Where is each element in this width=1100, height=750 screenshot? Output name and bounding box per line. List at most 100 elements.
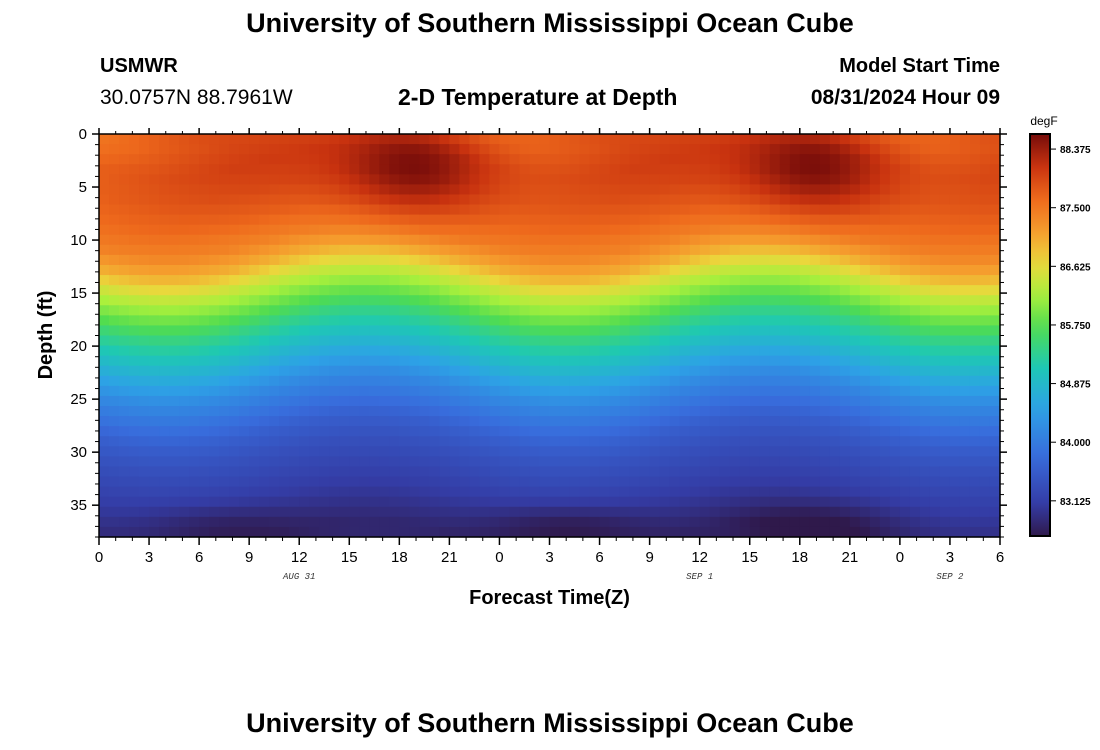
heatmap-cell <box>949 194 961 206</box>
heatmap-cell <box>549 375 561 387</box>
heatmap-cell <box>219 325 230 337</box>
heatmap-cell <box>899 174 911 185</box>
heatmap-cell <box>699 295 711 306</box>
heatmap-cell <box>249 486 260 498</box>
heatmap-cell <box>629 144 641 155</box>
heatmap-cell <box>709 416 721 427</box>
heatmap-cell <box>489 184 501 196</box>
heatmap-cell <box>979 224 991 236</box>
heatmap-cell <box>539 254 551 266</box>
heatmap-cell <box>129 275 140 286</box>
heatmap-cell <box>169 174 180 185</box>
heatmap-cell <box>259 486 270 498</box>
heatmap-cell <box>599 355 611 367</box>
heatmap-cell <box>609 426 621 437</box>
heatmap-cell <box>149 134 160 145</box>
heatmap-cell <box>269 426 280 437</box>
heatmap-cell <box>169 395 180 407</box>
heatmap-cell <box>589 355 601 367</box>
heatmap-cell <box>589 436 601 447</box>
heatmap-cell <box>639 355 651 367</box>
heatmap-cell <box>409 164 420 175</box>
heatmap-cell <box>959 365 971 377</box>
heatmap-cell <box>209 506 220 518</box>
heatmap-cell <box>409 406 420 417</box>
heatmap-cell <box>199 406 210 417</box>
heatmap-cell <box>749 375 761 387</box>
heatmap-cell <box>349 214 360 226</box>
heatmap-cell <box>939 194 951 206</box>
heatmap-cell <box>669 355 681 367</box>
heatmap-cell <box>319 345 330 357</box>
heatmap-cell <box>939 234 951 246</box>
heatmap-cell <box>499 456 511 468</box>
heatmap-cell <box>809 144 821 155</box>
heatmap-cell <box>979 174 991 185</box>
heatmap-cell <box>179 345 190 357</box>
heatmap-cell <box>609 526 621 538</box>
heatmap-cell <box>369 134 380 145</box>
heatmap-cell <box>979 486 991 498</box>
heatmap-cell <box>689 315 701 327</box>
heatmap-cell <box>549 426 561 437</box>
heatmap-cell <box>699 395 711 407</box>
heatmap-cell <box>119 204 130 216</box>
heatmap-cell <box>629 335 641 347</box>
heatmap-cell <box>479 174 491 185</box>
heatmap-cell <box>899 144 911 155</box>
heatmap-cell <box>189 446 200 457</box>
heatmap-cell <box>729 516 741 528</box>
heatmap-cell <box>819 254 831 266</box>
heatmap-cell <box>349 335 360 347</box>
heatmap-cell <box>679 174 691 185</box>
heatmap-cell <box>309 375 320 387</box>
heatmap-cell <box>939 476 951 488</box>
heatmap-cell <box>189 134 200 145</box>
heatmap-cell <box>179 365 190 377</box>
heatmap-cell <box>979 345 991 357</box>
heatmap-cell <box>539 174 551 185</box>
heatmap-cell <box>749 174 761 185</box>
heatmap-cell <box>829 345 841 357</box>
x-tick-label: 3 <box>145 549 153 566</box>
heatmap-cell <box>889 164 901 175</box>
heatmap-cell <box>199 375 210 387</box>
heatmap-cell <box>739 325 751 337</box>
heatmap-cell <box>119 385 130 397</box>
heatmap-cell <box>119 375 130 387</box>
heatmap-cell <box>509 345 521 357</box>
heatmap-cell <box>699 315 711 327</box>
heatmap-cell <box>939 426 951 437</box>
heatmap-cell <box>369 204 380 216</box>
heatmap-cell <box>959 285 971 296</box>
heatmap-cell <box>709 194 721 206</box>
heatmap-cell <box>819 335 831 347</box>
heatmap-cell <box>109 305 120 316</box>
heatmap-cell <box>99 345 110 357</box>
heatmap-cell <box>699 335 711 347</box>
heatmap-cell <box>199 365 210 377</box>
heatmap-cell <box>199 426 210 437</box>
heatmap-cell <box>289 315 300 327</box>
heatmap-cell <box>499 244 511 256</box>
heatmap-cell <box>539 154 551 165</box>
heatmap-cell <box>859 154 871 165</box>
heatmap-cell <box>739 446 751 457</box>
heatmap-cell <box>789 315 801 327</box>
heatmap-cell <box>869 395 881 407</box>
heatmap-cell <box>419 416 430 427</box>
heatmap-cell <box>759 315 771 327</box>
heatmap-cell <box>469 385 481 397</box>
heatmap-cell <box>619 184 631 196</box>
heatmap-cell <box>689 264 701 276</box>
heatmap-cell <box>769 144 781 155</box>
heatmap-cell <box>969 164 981 175</box>
heatmap-cell <box>909 516 921 528</box>
heatmap-cell <box>209 406 220 417</box>
heatmap-cell <box>419 244 430 256</box>
heatmap-cell <box>509 385 521 397</box>
heatmap-cell <box>869 295 881 306</box>
heatmap-cell <box>319 285 330 296</box>
heatmap-cell <box>389 134 400 145</box>
heatmap-cell <box>399 486 410 498</box>
